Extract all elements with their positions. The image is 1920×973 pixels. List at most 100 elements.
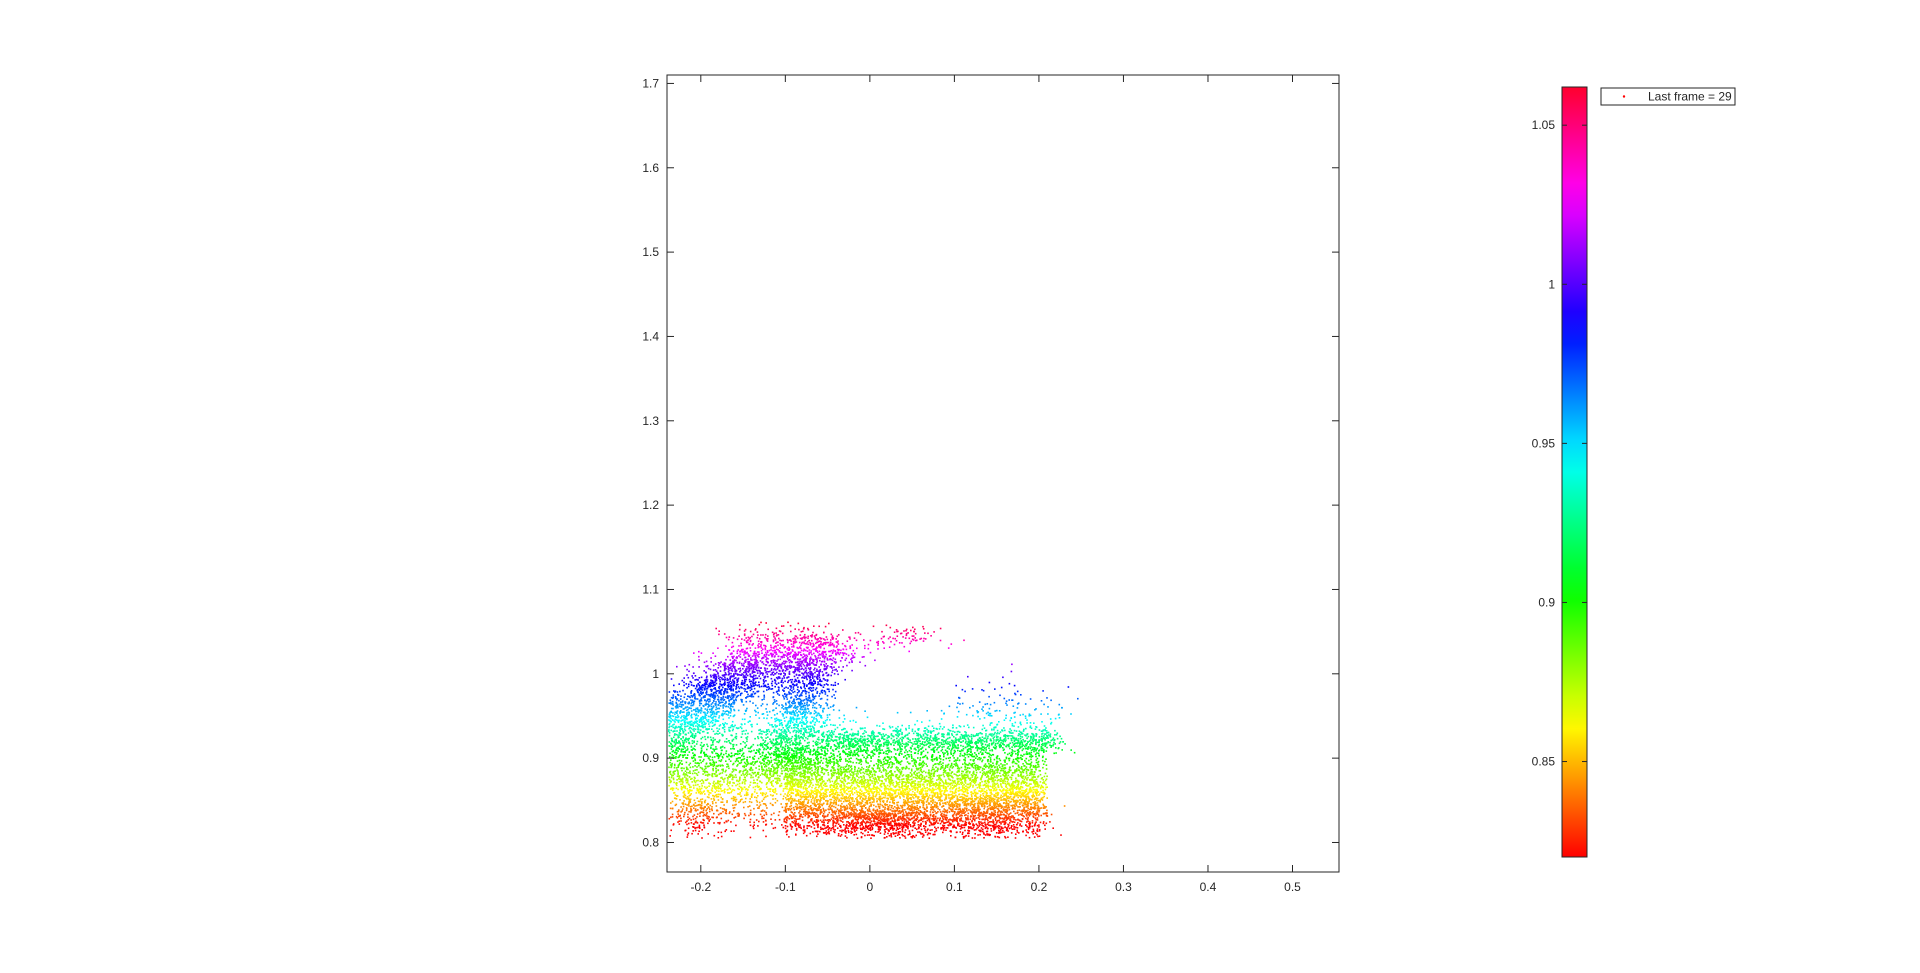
- scatter-point: [948, 807, 950, 809]
- scatter-point: [743, 806, 745, 809]
- scatter-point: [677, 772, 679, 774]
- scatter-point: [1026, 825, 1028, 828]
- scatter-point: [1010, 800, 1012, 803]
- scatter-point: [791, 757, 794, 760]
- scatter-point: [880, 762, 882, 764]
- scatter-point: [696, 769, 698, 771]
- scatter-point: [888, 725, 891, 728]
- scatter-point: [829, 801, 832, 803]
- scatter-point: [1002, 802, 1005, 804]
- scatter-point: [966, 800, 968, 803]
- scatter-point: [723, 712, 726, 715]
- scatter-point: [873, 788, 875, 790]
- scatter-point: [717, 741, 720, 744]
- scatter-point: [885, 778, 888, 780]
- scatter-point: [1022, 815, 1024, 817]
- scatter-point: [696, 762, 699, 764]
- scatter-point: [828, 759, 830, 762]
- scatter-point: [840, 785, 843, 787]
- scatter-point: [919, 764, 922, 766]
- scatter-point: [766, 776, 768, 779]
- scatter-point: [848, 812, 850, 815]
- scatter-point: [1015, 758, 1018, 761]
- scatter-point: [797, 822, 800, 825]
- scatter-point: [970, 803, 972, 805]
- scatter-point: [904, 747, 906, 749]
- scatter-point: [997, 832, 1000, 834]
- scatter-point: [921, 795, 923, 798]
- scatter-point: [849, 787, 851, 790]
- scatter-point: [991, 814, 994, 817]
- scatter-point: [671, 813, 674, 816]
- scatter-point: [986, 806, 989, 808]
- scatter-point: [809, 763, 811, 766]
- scatter-point: [676, 760, 679, 762]
- scatter-point: [930, 770, 933, 772]
- scatter-point: [817, 774, 819, 777]
- scatter-point: [809, 762, 812, 764]
- scatter-point: [938, 776, 940, 779]
- scatter-point: [1040, 807, 1043, 809]
- scatter-point: [672, 787, 675, 790]
- scatter-point: [790, 774, 792, 777]
- scatter-point: [1002, 764, 1004, 766]
- scatter-point: [785, 735, 787, 738]
- scatter-point: [884, 789, 886, 791]
- scatter-point: [673, 763, 676, 766]
- scatter-point: [755, 796, 758, 799]
- scatter-point: [788, 787, 791, 789]
- scatter-point: [684, 797, 687, 799]
- scatter-point: [953, 757, 955, 759]
- scatter-point: [777, 765, 779, 767]
- scatter-point: [1042, 796, 1044, 799]
- scatter-point: [713, 773, 716, 775]
- scatter-point: [1002, 792, 1004, 795]
- scatter-point: [970, 801, 973, 803]
- scatter-point: [1031, 768, 1033, 771]
- scatter-point: [989, 799, 992, 802]
- scatter-point: [732, 738, 735, 741]
- scatter-point: [980, 830, 982, 833]
- scatter-point: [714, 748, 717, 750]
- scatter-point: [822, 722, 825, 724]
- scatter-point: [681, 763, 683, 765]
- scatter-point: [923, 797, 925, 800]
- scatter-point: [1023, 815, 1025, 818]
- scatter-point: [746, 764, 748, 766]
- scatter-point: [935, 736, 938, 739]
- scatter-point: [1015, 762, 1018, 765]
- scatter-point: [833, 754, 835, 757]
- scatter-point: [854, 768, 856, 771]
- scatter-point: [688, 772, 690, 774]
- scatter-point: [995, 763, 998, 766]
- scatter-point: [954, 808, 957, 811]
- scatter-point: [889, 826, 892, 829]
- scatter-point: [842, 721, 845, 723]
- scatter-point: [802, 806, 804, 808]
- scatter-point: [701, 745, 703, 748]
- scatter-point: [808, 758, 810, 760]
- scatter-point: [764, 771, 767, 774]
- scatter-point: [712, 785, 714, 787]
- scatter-point: [778, 732, 781, 735]
- scatter-point: [1040, 784, 1043, 787]
- scatter-point: [910, 770, 913, 772]
- scatter-point: [909, 741, 911, 743]
- scatter-point: [878, 755, 880, 758]
- scatter-point: [802, 791, 804, 794]
- scatter-point: [897, 782, 899, 784]
- scatter-point: [707, 745, 709, 748]
- scatter-point: [1004, 799, 1006, 801]
- scatter-point: [777, 814, 780, 817]
- scatter-point: [726, 755, 728, 758]
- scatter-point: [834, 783, 837, 786]
- scatter-point: [943, 768, 946, 770]
- scatter-point: [981, 813, 984, 815]
- scatter-point: [840, 791, 843, 793]
- scatter-point: [738, 801, 740, 804]
- scatter-point: [982, 812, 985, 815]
- scatter-point: [1012, 799, 1015, 802]
- scatter-point: [672, 778, 675, 781]
- scatter-point: [711, 751, 713, 753]
- scatter-point: [906, 761, 909, 763]
